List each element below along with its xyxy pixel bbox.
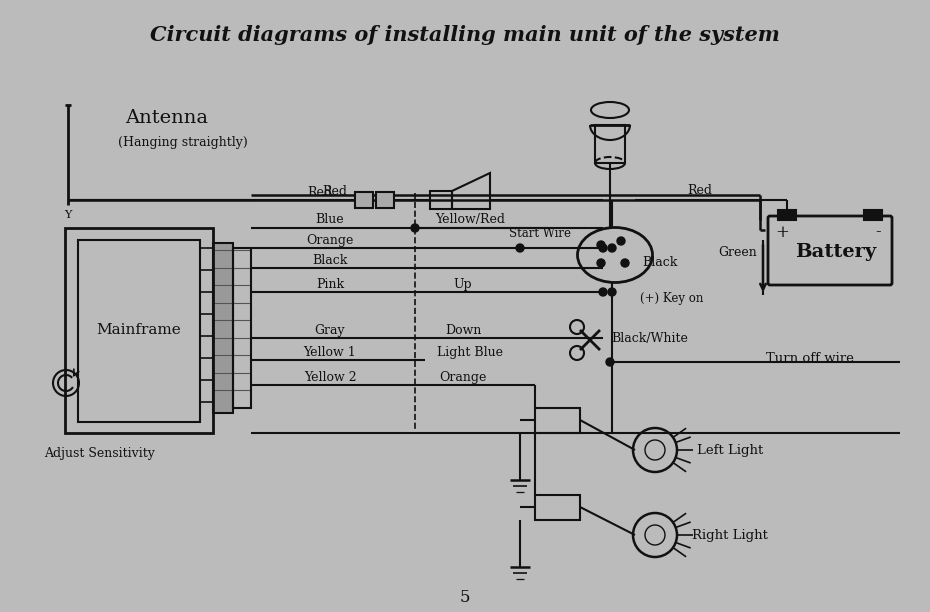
- Circle shape: [606, 358, 614, 366]
- Circle shape: [597, 241, 605, 249]
- Circle shape: [597, 259, 605, 267]
- Bar: [595, 125, 625, 163]
- Text: Battery: Battery: [795, 243, 877, 261]
- Text: Pink: Pink: [316, 277, 344, 291]
- Text: Up: Up: [454, 277, 472, 291]
- Text: Red: Red: [687, 184, 712, 196]
- Bar: [78, 240, 200, 422]
- Text: Yellow/Red: Yellow/Red: [435, 212, 505, 225]
- Bar: [213, 243, 233, 413]
- Circle shape: [411, 224, 419, 232]
- Bar: [430, 191, 452, 209]
- Text: (+) Key on: (+) Key on: [641, 291, 704, 305]
- Text: Black/White: Black/White: [612, 332, 688, 345]
- Bar: [535, 408, 580, 433]
- Text: Down: Down: [445, 324, 481, 337]
- Text: Turn off wire: Turn off wire: [766, 351, 854, 365]
- Circle shape: [608, 244, 616, 252]
- Bar: [355, 192, 373, 208]
- Text: Yellow 1: Yellow 1: [303, 346, 356, 359]
- Text: (Hanging straightly): (Hanging straightly): [118, 135, 247, 149]
- Text: Mainframe: Mainframe: [97, 323, 181, 337]
- Text: 5: 5: [459, 589, 471, 606]
- Text: Light Blue: Light Blue: [437, 346, 503, 359]
- Circle shape: [621, 259, 629, 267]
- Text: Orange: Orange: [306, 234, 353, 247]
- Bar: [65, 228, 213, 433]
- Circle shape: [599, 244, 607, 252]
- Text: Gray: Gray: [314, 324, 345, 337]
- Text: Blue: Blue: [315, 212, 344, 225]
- Text: -: -: [875, 223, 881, 241]
- Text: Red: Red: [323, 184, 348, 198]
- Bar: [778, 210, 796, 220]
- Text: Left Light: Left Light: [697, 444, 764, 457]
- Bar: [233, 248, 251, 408]
- Text: Black: Black: [643, 255, 678, 269]
- Bar: [376, 192, 394, 208]
- Text: Y: Y: [64, 210, 72, 220]
- Text: +: +: [775, 223, 789, 241]
- Text: Red: Red: [308, 185, 333, 198]
- Text: Adjust Sensitivity: Adjust Sensitivity: [45, 447, 155, 460]
- Text: Right Light: Right Light: [692, 529, 768, 542]
- Text: Start Wire: Start Wire: [509, 226, 571, 239]
- Circle shape: [599, 288, 607, 296]
- Text: Black: Black: [312, 253, 348, 266]
- Text: Orange: Orange: [439, 370, 486, 384]
- Text: Green: Green: [719, 245, 757, 258]
- Circle shape: [617, 237, 625, 245]
- Bar: [864, 210, 882, 220]
- Bar: [535, 495, 580, 520]
- Text: Circuit diagrams of installing main unit of the system: Circuit diagrams of installing main unit…: [150, 25, 780, 45]
- Circle shape: [608, 288, 616, 296]
- Text: Antenna: Antenna: [125, 109, 208, 127]
- Circle shape: [516, 244, 524, 252]
- Text: Yellow 2: Yellow 2: [304, 370, 356, 384]
